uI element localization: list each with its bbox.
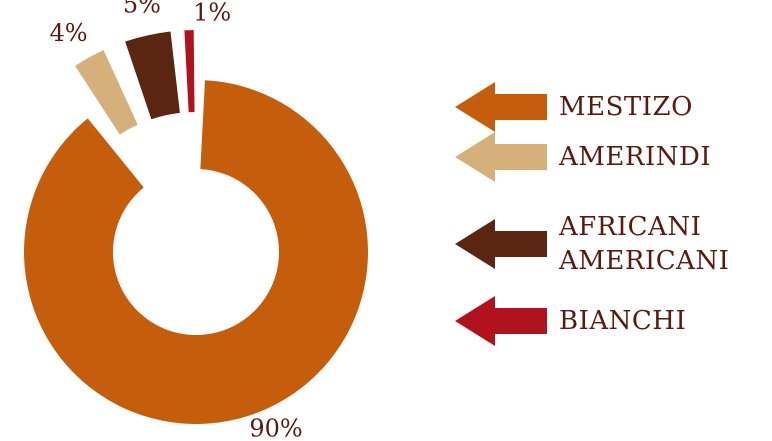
legend-label: AFRICANI AMERICANI	[559, 212, 730, 276]
slice-bianchi	[184, 30, 195, 113]
legend-item-africani-americani: AFRICANI AMERICANI	[455, 210, 729, 278]
legend-item-mestizo: MESTIZO	[455, 82, 693, 132]
value-label-bianchi: 1%	[193, 0, 231, 27]
value-label-mestizo: 90%	[249, 415, 302, 441]
arrow-left-icon	[455, 219, 547, 269]
legend-label: BIANCHI	[559, 306, 687, 336]
legend-item-amerindi: AMERINDI	[455, 132, 711, 182]
arrow-left-icon	[455, 296, 547, 346]
slice-africani-americani	[125, 31, 180, 120]
value-label-amerindi: 4%	[49, 19, 87, 47]
arrow-left-icon	[455, 82, 547, 132]
legend-label: MESTIZO	[559, 92, 693, 122]
value-label-africani-americani: 5%	[123, 0, 161, 18]
arrow-left-icon	[455, 132, 547, 182]
legend-item-bianchi: BIANCHI	[455, 296, 686, 346]
slice-mestizo	[24, 80, 368, 424]
slice-amerindi	[75, 50, 138, 135]
legend-label: AMERINDI	[559, 142, 712, 172]
